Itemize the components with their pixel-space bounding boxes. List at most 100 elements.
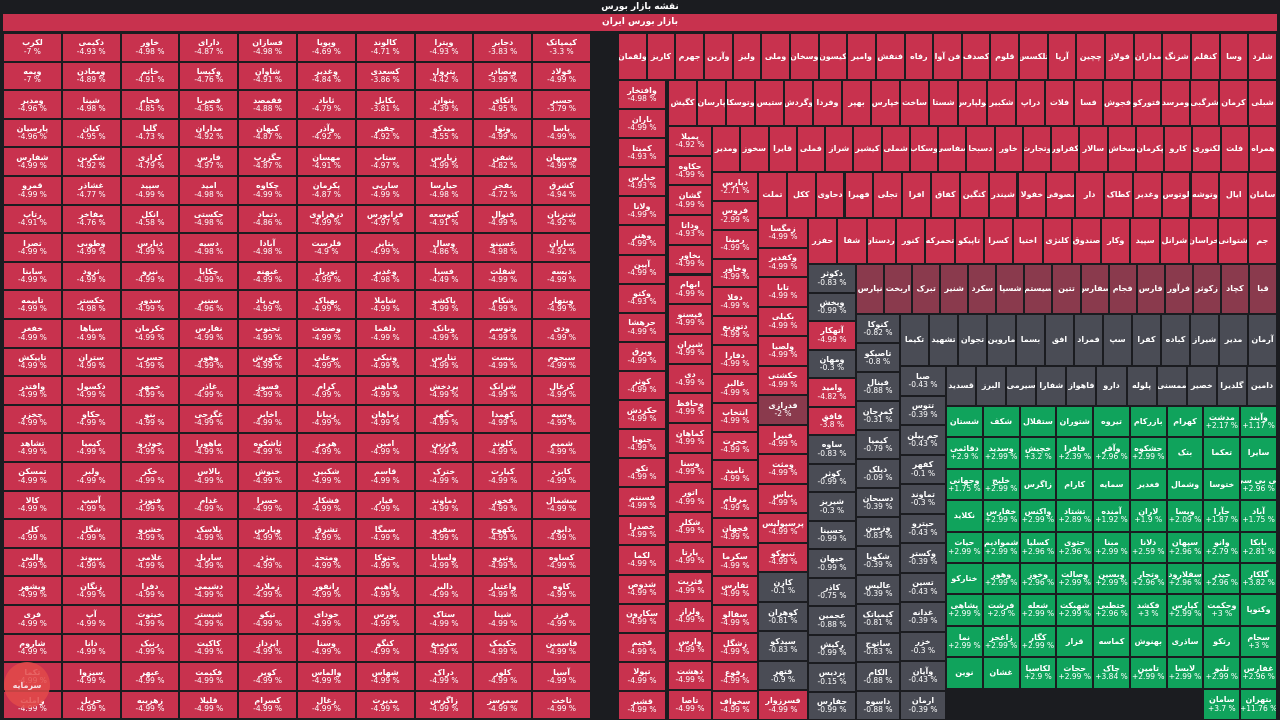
stock-tile[interactable]: کرازی -4.79 % <box>120 147 180 176</box>
stock-tile[interactable]: ساتوج -0.83 % <box>856 633 900 662</box>
stock-tile[interactable]: حگزرپ -4.87 % <box>238 147 297 176</box>
stock-tile[interactable]: خودرو -4.99 % <box>120 433 180 462</box>
stock-tile[interactable]: وافتخار -4.98 % <box>618 80 666 110</box>
stock-tile[interactable]: حسینا -0.99 % <box>808 520 856 549</box>
stock-tile[interactable]: شفا <box>837 218 867 264</box>
stock-tile[interactable]: کی بی سی+2.96 % <box>1240 468 1277 501</box>
stock-tile[interactable]: تتین <box>1052 264 1081 314</box>
stock-tile[interactable]: مبنا +2.99 % <box>1093 531 1130 563</box>
stock-tile[interactable]: حفارس -0.99 % <box>808 691 856 720</box>
stock-tile[interactable]: قایرا <box>768 126 797 172</box>
stock-tile[interactable]: امید -4.98 % <box>179 176 239 205</box>
stock-tile[interactable]: کنقلم <box>1191 33 1220 80</box>
stock-tile[interactable]: فولاد -4.99 % <box>532 61 591 91</box>
stock-tile[interactable]: سپید -4.99 % <box>120 176 180 205</box>
stock-tile[interactable]: مدشت +2.17 % <box>1203 406 1241 438</box>
stock-tile[interactable]: ویمه -7 % <box>3 61 62 91</box>
stock-tile[interactable]: ویترا -4.93 % <box>414 33 474 62</box>
stock-tile[interactable]: پارسیان -4.96 % <box>3 118 62 148</box>
stock-tile[interactable]: اختیا <box>1013 218 1043 264</box>
stock-tile[interactable]: ختطبی +2.96 % <box>1093 594 1130 626</box>
stock-tile[interactable]: شیستر -4.99 % <box>179 605 239 634</box>
stock-tile[interactable]: قبا <box>1248 264 1277 314</box>
stock-tile[interactable]: وآیند +1.17 % <box>1240 406 1277 438</box>
stock-tile[interactable]: پکرمان <box>1135 126 1164 172</box>
stock-tile[interactable]: کطاک <box>1104 172 1133 218</box>
stock-tile[interactable]: حکاو -4.99 % <box>61 404 121 434</box>
stock-tile[interactable]: نوین <box>946 657 983 689</box>
stock-tile[interactable]: تفارس -4.99 % <box>712 575 758 605</box>
stock-tile[interactable]: تکیما <box>900 314 929 366</box>
stock-tile[interactable]: شپنا -4.98 % <box>61 90 121 119</box>
stock-tile[interactable]: فنفش <box>875 33 905 80</box>
stock-tile[interactable]: ممسنی <box>1156 366 1187 406</box>
stock-tile[interactable]: شفارا <box>1036 366 1067 406</box>
stock-tile[interactable]: ایال <box>1219 172 1249 218</box>
stock-tile[interactable]: خنوش -4.99 % <box>238 462 297 491</box>
stock-tile[interactable]: شترنان -4.92 % <box>532 204 591 234</box>
stock-tile[interactable]: کمپتا -4.93 % <box>618 138 666 168</box>
stock-tile[interactable]: بخاور -4.99 % <box>668 244 712 275</box>
stock-tile[interactable]: ستیس <box>755 80 784 126</box>
stock-tile[interactable]: قزار <box>1056 625 1094 658</box>
stock-tile[interactable]: قلرست -4.9 % <box>297 233 356 262</box>
stock-tile[interactable]: کیمیاتک -0.81 % <box>856 604 900 633</box>
stock-tile[interactable]: ارمان -0.39 % <box>900 690 946 720</box>
stock-tile[interactable]: رفاه <box>904 33 934 80</box>
stock-tile[interactable]: بهنوش <box>1129 625 1167 658</box>
stock-tile[interactable]: غشان <box>982 657 1020 689</box>
stock-tile[interactable]: جم پیلن -0.43 % <box>900 425 946 455</box>
stock-tile[interactable]: حسرب -4.99 % <box>120 347 180 377</box>
stock-tile[interactable]: تولپارس <box>958 80 987 126</box>
stock-tile[interactable]: ولساپا -4.99 % <box>414 547 474 577</box>
stock-tile[interactable]: تجلی <box>873 172 903 218</box>
stock-tile[interactable]: واکنس +2.99 % <box>1019 500 1057 532</box>
stock-tile[interactable]: کچاد <box>1220 264 1249 314</box>
stock-tile[interactable]: حیات +2.99 % <box>946 531 983 563</box>
stock-tile[interactable]: شرانل <box>1159 218 1190 264</box>
stock-tile[interactable]: ستاک -4.99 % <box>414 605 474 634</box>
stock-tile[interactable]: کوثر -0.99 % <box>808 463 856 492</box>
stock-tile[interactable]: فرشت +2.9 % <box>982 594 1020 626</box>
stock-tile[interactable]: تملت <box>758 172 787 218</box>
stock-tile[interactable]: وزمین -0.83 % <box>856 517 900 546</box>
stock-tile[interactable]: کیمیا -4.99 % <box>61 433 121 462</box>
stock-tile[interactable]: دالبر -4.99 % <box>414 576 474 605</box>
stock-tile[interactable]: خلیج +2.99 % <box>982 468 1020 501</box>
stock-tile[interactable]: وتجارت <box>1022 126 1051 172</box>
stock-tile[interactable]: کویر -4.99 % <box>238 662 297 691</box>
stock-tile[interactable]: وتوشه <box>1190 172 1220 218</box>
stock-tile[interactable]: رتاپ -4.91 % <box>3 204 62 234</box>
stock-tile[interactable]: تلبو +2.99 % <box>1203 657 1241 689</box>
stock-tile[interactable]: خجرت -4.99 % <box>712 431 758 461</box>
stock-tile[interactable]: تابا -4.99 % <box>758 277 808 307</box>
stock-tile[interactable]: فدرازی -2 % <box>758 395 808 425</box>
stock-tile[interactable]: ماهورا -4.99 % <box>179 433 239 462</box>
stock-tile[interactable]: ستاپ -4.97 % <box>355 147 415 176</box>
stock-tile[interactable]: دیلک -0.09 % <box>856 459 900 488</box>
stock-tile[interactable]: اپرداز -4.99 % <box>238 633 297 663</box>
stock-tile[interactable]: شکف <box>982 406 1020 438</box>
stock-tile[interactable]: شستان <box>946 406 983 438</box>
stock-tile[interactable]: شپنا -4.99 % <box>473 605 533 634</box>
stock-tile[interactable]: ماروین <box>987 314 1016 366</box>
stock-tile[interactable]: بورس -4.99 % <box>355 605 415 634</box>
stock-tile[interactable]: تلکسس <box>1019 33 1048 80</box>
stock-tile[interactable]: حتوکا -4.99 % <box>355 547 415 577</box>
stock-tile[interactable]: کهمدا -4.99 % <box>473 404 533 434</box>
stock-tile[interactable]: تامید -4.99 % <box>712 460 758 490</box>
stock-tile[interactable]: اتکای -4.95 % <box>473 90 533 119</box>
stock-tile[interactable]: تمسکن -4.99 % <box>3 462 62 491</box>
stock-tile[interactable]: پیژد -4.99 % <box>238 547 297 577</box>
stock-tile[interactable]: لابسا +2.99 % <box>1166 657 1204 689</box>
stock-tile[interactable]: سمایه <box>1093 468 1130 501</box>
stock-tile[interactable]: آریا <box>1047 33 1077 80</box>
stock-tile[interactable]: سکارون -4.99 % <box>618 603 666 633</box>
stock-tile[interactable]: کلنژی <box>1042 218 1072 264</box>
stock-tile[interactable]: بهپاک -4.99 % <box>297 290 356 319</box>
stock-tile[interactable]: ومعادن -4.89 % <box>61 61 121 91</box>
stock-tile[interactable]: لاران +1.9 % <box>1129 500 1167 532</box>
stock-tile[interactable]: قسدید <box>946 366 977 406</box>
stock-tile[interactable]: وکتوپا <box>1240 594 1277 626</box>
stock-tile[interactable]: شاوان -4.91 % <box>238 61 297 91</box>
